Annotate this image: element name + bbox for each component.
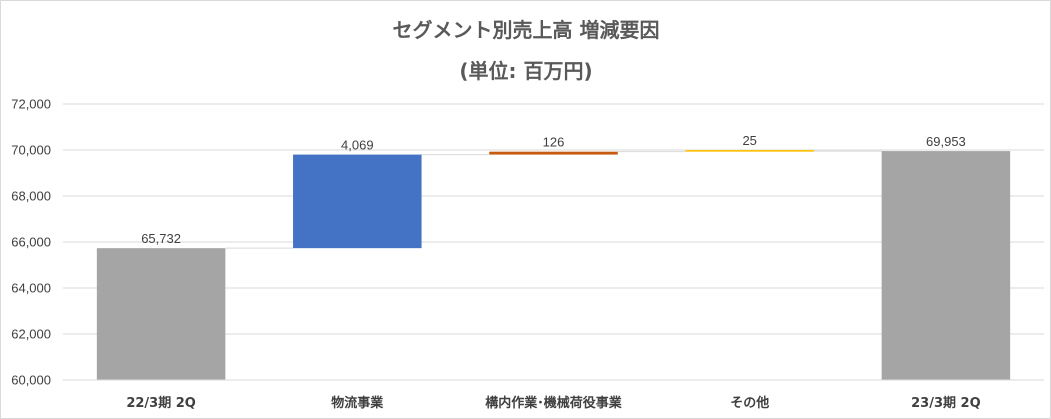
category-label: その他	[730, 395, 769, 411]
bar-0	[96, 248, 226, 380]
y-tick-label: 70,000	[11, 143, 51, 158]
y-tick-label: 64,000	[11, 281, 51, 296]
data-label: 126	[543, 135, 565, 150]
data-labels: 65,732 4,069 126 25 69,953	[141, 133, 966, 246]
connectors	[225, 150, 882, 249]
category-label: 物流事業	[331, 395, 384, 411]
bar-1	[293, 154, 422, 249]
data-label: 65,732	[141, 231, 181, 246]
y-tick-label: 62,000	[11, 327, 51, 342]
y-axis: 60,000 62,000 64,000 66,000 68,000 70,000 72,0…	[11, 97, 51, 388]
category-label: 23/3期 2Q	[911, 396, 981, 411]
data-label: 69,953	[926, 134, 966, 149]
gridlines	[63, 103, 1044, 381]
x-axis: 22/3期 2Q 物流事業 構内作業･機械荷役事業 その他 23/3期 2Q	[63, 379, 1044, 411]
chart-subtitle: (単位: 百万円)	[459, 59, 592, 83]
y-tick-label: 68,000	[11, 189, 51, 204]
data-label: 25	[742, 133, 756, 148]
category-label: 構内作業･機械荷役事業	[485, 395, 623, 411]
bar-3	[685, 150, 814, 152]
chart-title: セグメント別売上高 増減要因	[393, 18, 660, 42]
bars	[96, 150, 1011, 380]
y-tick-label: 60,000	[11, 373, 51, 388]
bar-4	[881, 151, 1011, 380]
y-tick-label: 66,000	[11, 235, 51, 250]
bar-2	[489, 151, 618, 155]
y-tick-label: 72,000	[11, 97, 51, 112]
category-label: 22/3期 2Q	[126, 396, 196, 411]
data-label: 4,069	[341, 138, 374, 153]
